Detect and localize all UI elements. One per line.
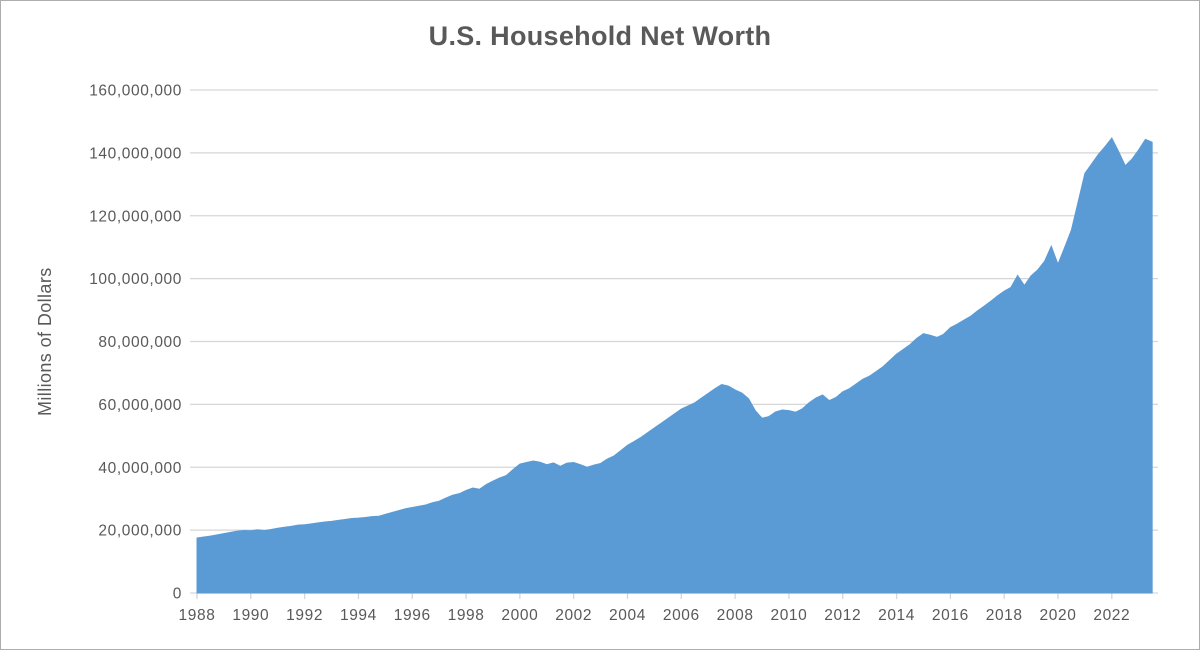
x-tick-label: 2022 xyxy=(1093,607,1130,624)
y-tick-label: 0 xyxy=(173,586,182,603)
x-tick-label: 1998 xyxy=(448,607,485,624)
x-tick-label: 2010 xyxy=(770,607,807,624)
x-tick-label: 2018 xyxy=(986,607,1023,624)
x-tick-label: 2020 xyxy=(1040,607,1077,624)
x-tick-label: 1992 xyxy=(286,607,323,624)
x-tick-label: 1994 xyxy=(340,607,377,624)
x-tick-label: 2012 xyxy=(824,607,861,624)
x-tick-label: 2000 xyxy=(501,607,538,624)
y-tick-label: 120,000,000 xyxy=(89,208,182,225)
y-tick-label: 60,000,000 xyxy=(98,397,182,414)
y-tick-label: 80,000,000 xyxy=(98,334,182,351)
x-tick-label: 2002 xyxy=(555,607,592,624)
y-tick-label: 20,000,000 xyxy=(98,523,182,540)
x-tick-label: 2004 xyxy=(609,607,646,624)
x-tick-label: 1988 xyxy=(179,607,216,624)
y-tick-label: 160,000,000 xyxy=(89,83,182,100)
area-series xyxy=(196,137,1153,594)
y-tick-label: 40,000,000 xyxy=(98,460,182,477)
y-tick-label: 100,000,000 xyxy=(89,271,182,288)
x-tick-label: 2016 xyxy=(932,607,969,624)
x-tick-label: 2008 xyxy=(717,607,754,624)
y-tick-label: 140,000,000 xyxy=(89,145,182,162)
x-tick-label: 2006 xyxy=(663,607,700,624)
x-tick-label: 1996 xyxy=(394,607,431,624)
x-tick-label: 1990 xyxy=(232,607,269,624)
x-tick-label: 2014 xyxy=(878,607,915,624)
chart-title: U.S. Household Net Worth xyxy=(428,21,772,51)
